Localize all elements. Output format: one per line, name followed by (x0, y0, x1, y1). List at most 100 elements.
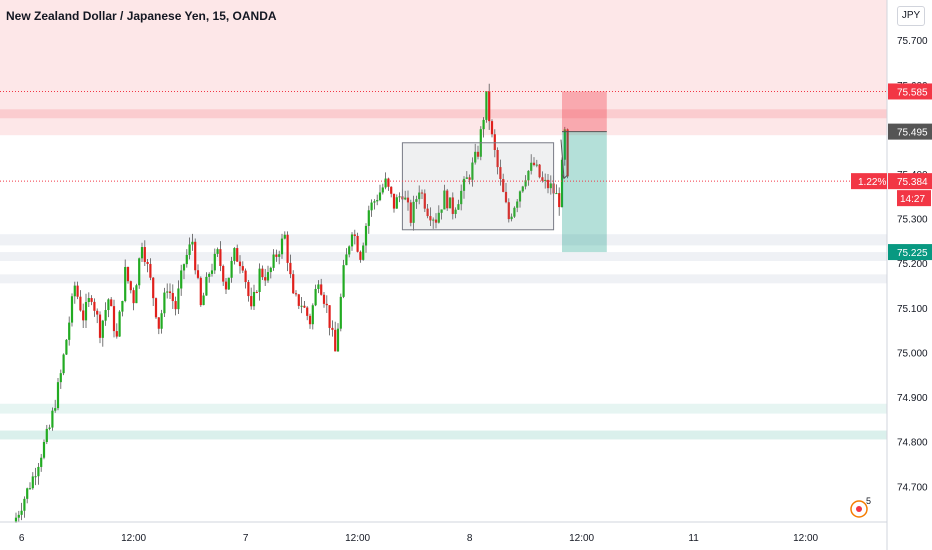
candle (546, 174, 550, 194)
candle (350, 232, 354, 251)
candle (348, 245, 351, 258)
candle (524, 175, 527, 190)
candle-body (199, 277, 202, 306)
candle-body (350, 234, 354, 247)
candle-body (208, 273, 211, 277)
candle-body (255, 291, 258, 293)
candle-body (76, 285, 79, 297)
candle (264, 268, 267, 286)
candle-body (303, 305, 306, 308)
candle (420, 189, 424, 200)
candle (219, 241, 222, 272)
candle-body (476, 151, 480, 157)
candle-body (306, 307, 309, 316)
candle-body (135, 285, 138, 304)
candle (166, 283, 169, 299)
candle (530, 154, 533, 175)
candle (558, 187, 561, 216)
candle (446, 188, 449, 211)
candle (154, 297, 158, 319)
candle-body (230, 260, 233, 278)
candle (96, 308, 99, 324)
candle-body (252, 291, 256, 307)
price-tick-label: 74.900 (897, 393, 928, 404)
candle (185, 249, 188, 268)
candle-body (238, 261, 242, 267)
alert-ring-icon (850, 500, 868, 518)
candle (353, 229, 356, 245)
candle (146, 258, 149, 273)
candle (76, 281, 79, 300)
candle (460, 184, 463, 211)
time-axis[interactable]: 6 12:00 7 12:00 8 12:00 11 12:00 (0, 521, 887, 544)
candle (160, 309, 163, 334)
price-tag (888, 173, 932, 190)
candle (163, 287, 166, 318)
price-axis[interactable]: 75.70075.60075.50075.40075.30075.20075.1… (886, 0, 928, 550)
candle-body (325, 303, 328, 306)
price-tag-label: 75.384 (897, 177, 928, 188)
candle-body (513, 207, 516, 217)
price-tag (888, 123, 932, 140)
candle (471, 157, 474, 187)
candle-body (485, 91, 488, 120)
candle-body (73, 285, 76, 297)
candle-body (516, 201, 519, 208)
candle (535, 159, 538, 168)
candle (40, 453, 43, 472)
price-tick-label: 75.300 (897, 215, 928, 226)
candle (118, 310, 121, 337)
candle-body (236, 248, 239, 262)
candle-body (546, 179, 550, 189)
candle (544, 173, 547, 189)
candle-body (14, 517, 18, 522)
candle (278, 250, 281, 265)
candle (362, 242, 365, 261)
candle-body (233, 248, 236, 261)
candle (45, 424, 48, 445)
candle (14, 512, 18, 524)
zones-layer (0, 0, 887, 440)
candle-body (434, 219, 438, 223)
candle-body (544, 179, 547, 181)
candle-body (353, 234, 356, 236)
candle (98, 311, 102, 344)
candle (182, 263, 186, 280)
candle-body (87, 298, 90, 303)
candle-body (28, 488, 32, 490)
alert-badge[interactable]: 5 (848, 495, 876, 523)
candle (196, 264, 200, 280)
candle (521, 185, 524, 193)
candle-body (286, 234, 289, 263)
candle (518, 190, 522, 208)
price-tag (888, 244, 932, 261)
candle-body (40, 457, 43, 467)
candle-body (118, 311, 121, 337)
candle (499, 159, 502, 186)
time-tick-label: 12:00 (569, 533, 594, 544)
candle (334, 321, 337, 352)
candle (317, 280, 320, 294)
candle (412, 195, 415, 231)
candle-body (468, 177, 471, 180)
candle-body (110, 299, 113, 307)
candle (320, 278, 323, 296)
candle (496, 147, 499, 175)
price-tick-label: 75.100 (897, 304, 928, 315)
candle (202, 292, 205, 306)
candle (31, 472, 34, 490)
candle (286, 231, 289, 272)
candle (359, 250, 362, 263)
candle-body (381, 187, 384, 193)
price-tag-label: 75.585 (897, 87, 928, 98)
candle-body (121, 300, 124, 312)
candle-body (191, 241, 194, 245)
candle-body (404, 197, 407, 200)
candle (177, 280, 180, 315)
percent-tag-label: 1.22% (858, 177, 886, 188)
currency-button[interactable]: JPY (897, 6, 925, 26)
candle-body (202, 295, 205, 306)
candle (129, 280, 132, 294)
candle (283, 231, 286, 240)
